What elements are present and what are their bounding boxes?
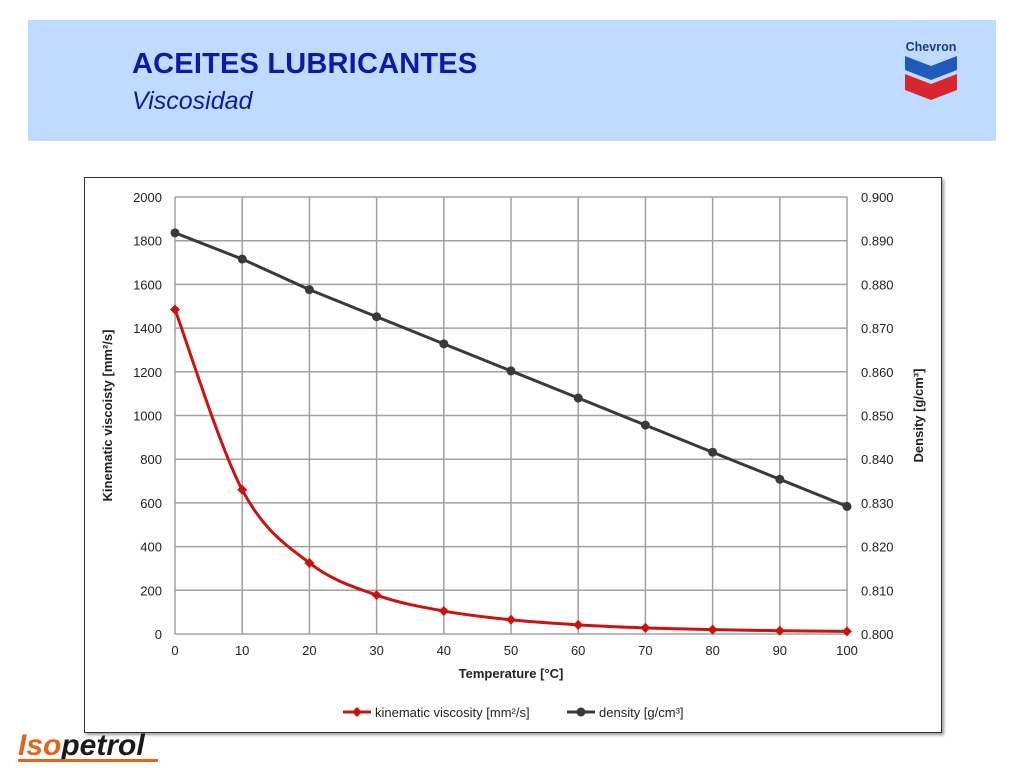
chevron-logo: Chevron — [905, 40, 957, 100]
data-point-viscosity — [170, 304, 180, 315]
data-point-viscosity — [573, 619, 584, 630]
x-tick-label: 60 — [571, 643, 585, 658]
data-point-viscosity — [707, 624, 718, 635]
data-point-density — [842, 501, 852, 511]
data-point-density — [237, 254, 247, 264]
data-point-viscosity — [506, 614, 516, 625]
data-point-viscosity — [842, 626, 852, 637]
y-left-tick-label: 1600 — [133, 277, 162, 292]
page-title: ACEITES LUBRICANTES — [132, 48, 478, 80]
data-point-viscosity — [371, 590, 382, 601]
x-tick-label: 50 — [504, 643, 518, 658]
x-tick-label: 100 — [836, 643, 858, 658]
data-point-viscosity — [640, 622, 651, 633]
y-left-tick-label: 1800 — [133, 234, 162, 249]
y-right-tick-label: 0.810 — [861, 583, 894, 598]
legend-marker-density — [576, 707, 586, 717]
dual-axis-line-chart: 0 10 20 30 40 50 60 70 80 90 100020040060080010001… — [100, 190, 926, 720]
y-right-tick-label: 0.820 — [861, 540, 894, 555]
data-point-density — [640, 420, 650, 430]
page-subtitle: Viscosidad — [132, 87, 253, 115]
x-tick-label: 10 — [235, 643, 249, 658]
y-left-tick-label: 2000 — [133, 190, 162, 205]
chevron-logo-text: Chevron — [906, 40, 957, 54]
y-left-tick-label: 1000 — [133, 409, 162, 424]
data-point-density — [372, 312, 382, 322]
y-right-tick-label: 0.840 — [861, 452, 894, 467]
y-right-tick-label: 0.830 — [861, 496, 894, 511]
data-point-density — [573, 393, 583, 403]
isopetrol-logo: Isopetrol — [18, 729, 158, 762]
y-left-tick-label: 1200 — [133, 365, 162, 380]
legend-marker-viscosity — [352, 707, 362, 717]
chart-frame: 0 10 20 30 40 50 60 70 80 90 100 0 200 400 600 800 1000 1… — [84, 177, 942, 733]
y-left-tick-label: 1400 — [133, 321, 162, 336]
y-left-tick-label: 400 — [140, 540, 162, 555]
y-left-tick-label: 600 — [140, 496, 162, 511]
legend-label-viscosity: kinematic viscosity [mm²/s] — [375, 705, 530, 720]
x-axis-title: Temperature [°C] — [459, 666, 564, 681]
y-left-tick-label: 800 — [140, 452, 162, 467]
data-point-viscosity — [237, 484, 248, 495]
data-point-density — [304, 285, 314, 295]
y-left-tick-label: 0 — [155, 627, 162, 642]
x-tick-label: 80 — [705, 643, 719, 658]
data-point-density — [775, 474, 785, 484]
data-point-density — [439, 339, 449, 349]
data-point-viscosity — [304, 557, 315, 568]
data-point-density — [506, 366, 516, 376]
x-tick-label: 40 — [437, 643, 451, 658]
x-tick-label: 70 — [638, 643, 652, 658]
y-right-tick-label: 0.890 — [861, 234, 894, 249]
y-right-tick-label: 0.870 — [861, 321, 894, 336]
y-right-tick-label: 0.880 — [861, 277, 894, 292]
y-right-tick-label: 0.900 — [861, 190, 894, 205]
y-right-tick-label: 0.860 — [861, 365, 894, 380]
y-left-tick-label: 200 — [140, 583, 162, 598]
y-right-tick-label: 0.850 — [861, 409, 894, 424]
y-left-axis-title: Kinematic viscoisty [mm²/s] — [100, 330, 115, 502]
y-right-axis-title: Density [g/cm³] — [911, 369, 926, 463]
legend-label-density: density [g/cm³] — [599, 705, 684, 720]
data-point-viscosity — [438, 606, 449, 617]
header-banner — [28, 20, 996, 141]
x-tick-label: 30 — [369, 643, 383, 658]
x-tick-label: 20 — [302, 643, 316, 658]
data-point-viscosity — [774, 625, 785, 636]
x-tick-label: 90 — [773, 643, 787, 658]
data-point-density — [170, 228, 180, 238]
y-right-tick-label: 0.800 — [861, 627, 894, 642]
data-point-density — [708, 447, 718, 457]
isopetrol-logo-text: Isopetrol — [18, 729, 145, 762]
x-tick-label: 0 — [171, 643, 178, 658]
series-line-viscosity — [173, 309, 848, 633]
